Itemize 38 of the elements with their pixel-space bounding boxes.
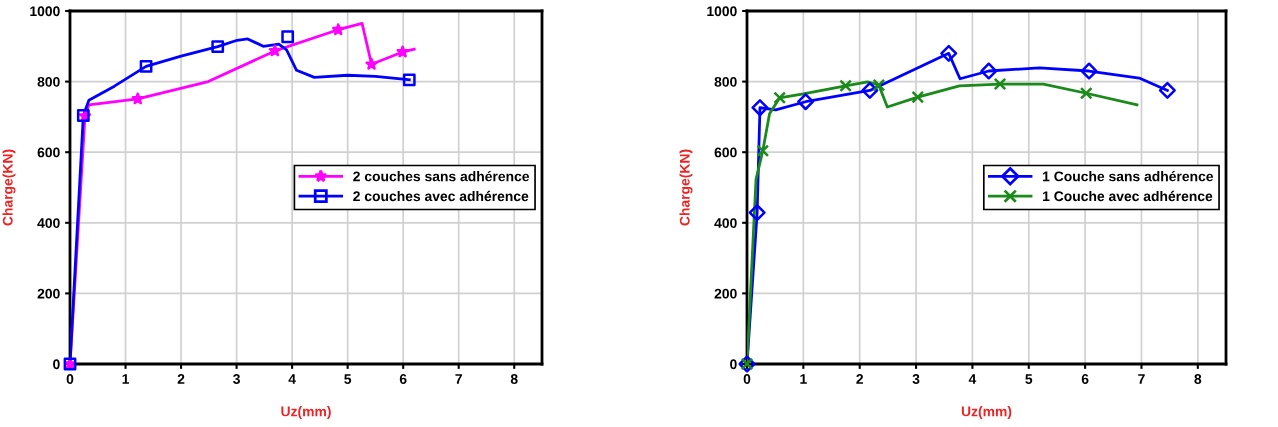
x-tick-label: 2 (177, 374, 185, 384)
x-tick-label: 8 (510, 374, 518, 384)
y-tick-label: 1000 (30, 6, 60, 17)
x-tick-label: 1 (800, 374, 807, 384)
x-axis-title: Uz(mm) (281, 406, 331, 420)
y-axis-title: Charge(KN) (2, 149, 16, 226)
y-tick-label: 600 (37, 147, 60, 158)
x-tick-label: 7 (1138, 374, 1145, 384)
y-tick-label: 400 (714, 218, 737, 228)
x-tick-label: 5 (344, 374, 352, 384)
x-axis-title: Uz(mm) (961, 406, 1012, 420)
y-tick-label: 400 (37, 218, 60, 228)
x-tick-label: 6 (399, 374, 407, 384)
x-tick-label: 1 (122, 374, 129, 384)
x-tick-label: 3 (912, 374, 920, 384)
x-tick-label: 2 (856, 374, 864, 384)
x-tick-label: 4 (288, 374, 296, 384)
legend-label: 2 couches avec adhérence (353, 190, 529, 202)
y-tick-label: 800 (714, 76, 737, 87)
x-tick-label: 0 (743, 374, 751, 384)
x-tick-label: 8 (1194, 374, 1202, 384)
y-tick-label: 0 (53, 359, 60, 370)
y-tick-label: 200 (714, 288, 737, 299)
legend-label: 2 couches sans adhérence (353, 170, 530, 182)
x-tick-label: 3 (233, 374, 240, 384)
x-tick-label: 6 (1081, 374, 1089, 384)
y-tick-label: 600 (714, 147, 737, 158)
y-tick-label: 800 (37, 76, 60, 87)
x-tick-label: 4 (968, 374, 977, 384)
y-axis-title: Charge(KN) (679, 149, 693, 226)
x-tick-label: 7 (455, 374, 462, 384)
legend-label: 1 Couche sans adhérence (1043, 170, 1214, 182)
y-tick-label: 0 (730, 359, 737, 370)
x-tick-label: 5 (1025, 374, 1033, 384)
y-tick-label: 200 (37, 288, 60, 299)
legend-label: 1 Couche avec adhérence (1043, 190, 1213, 202)
y-tick-label: 1000 (707, 6, 737, 17)
x-tick-label: 0 (66, 374, 74, 384)
